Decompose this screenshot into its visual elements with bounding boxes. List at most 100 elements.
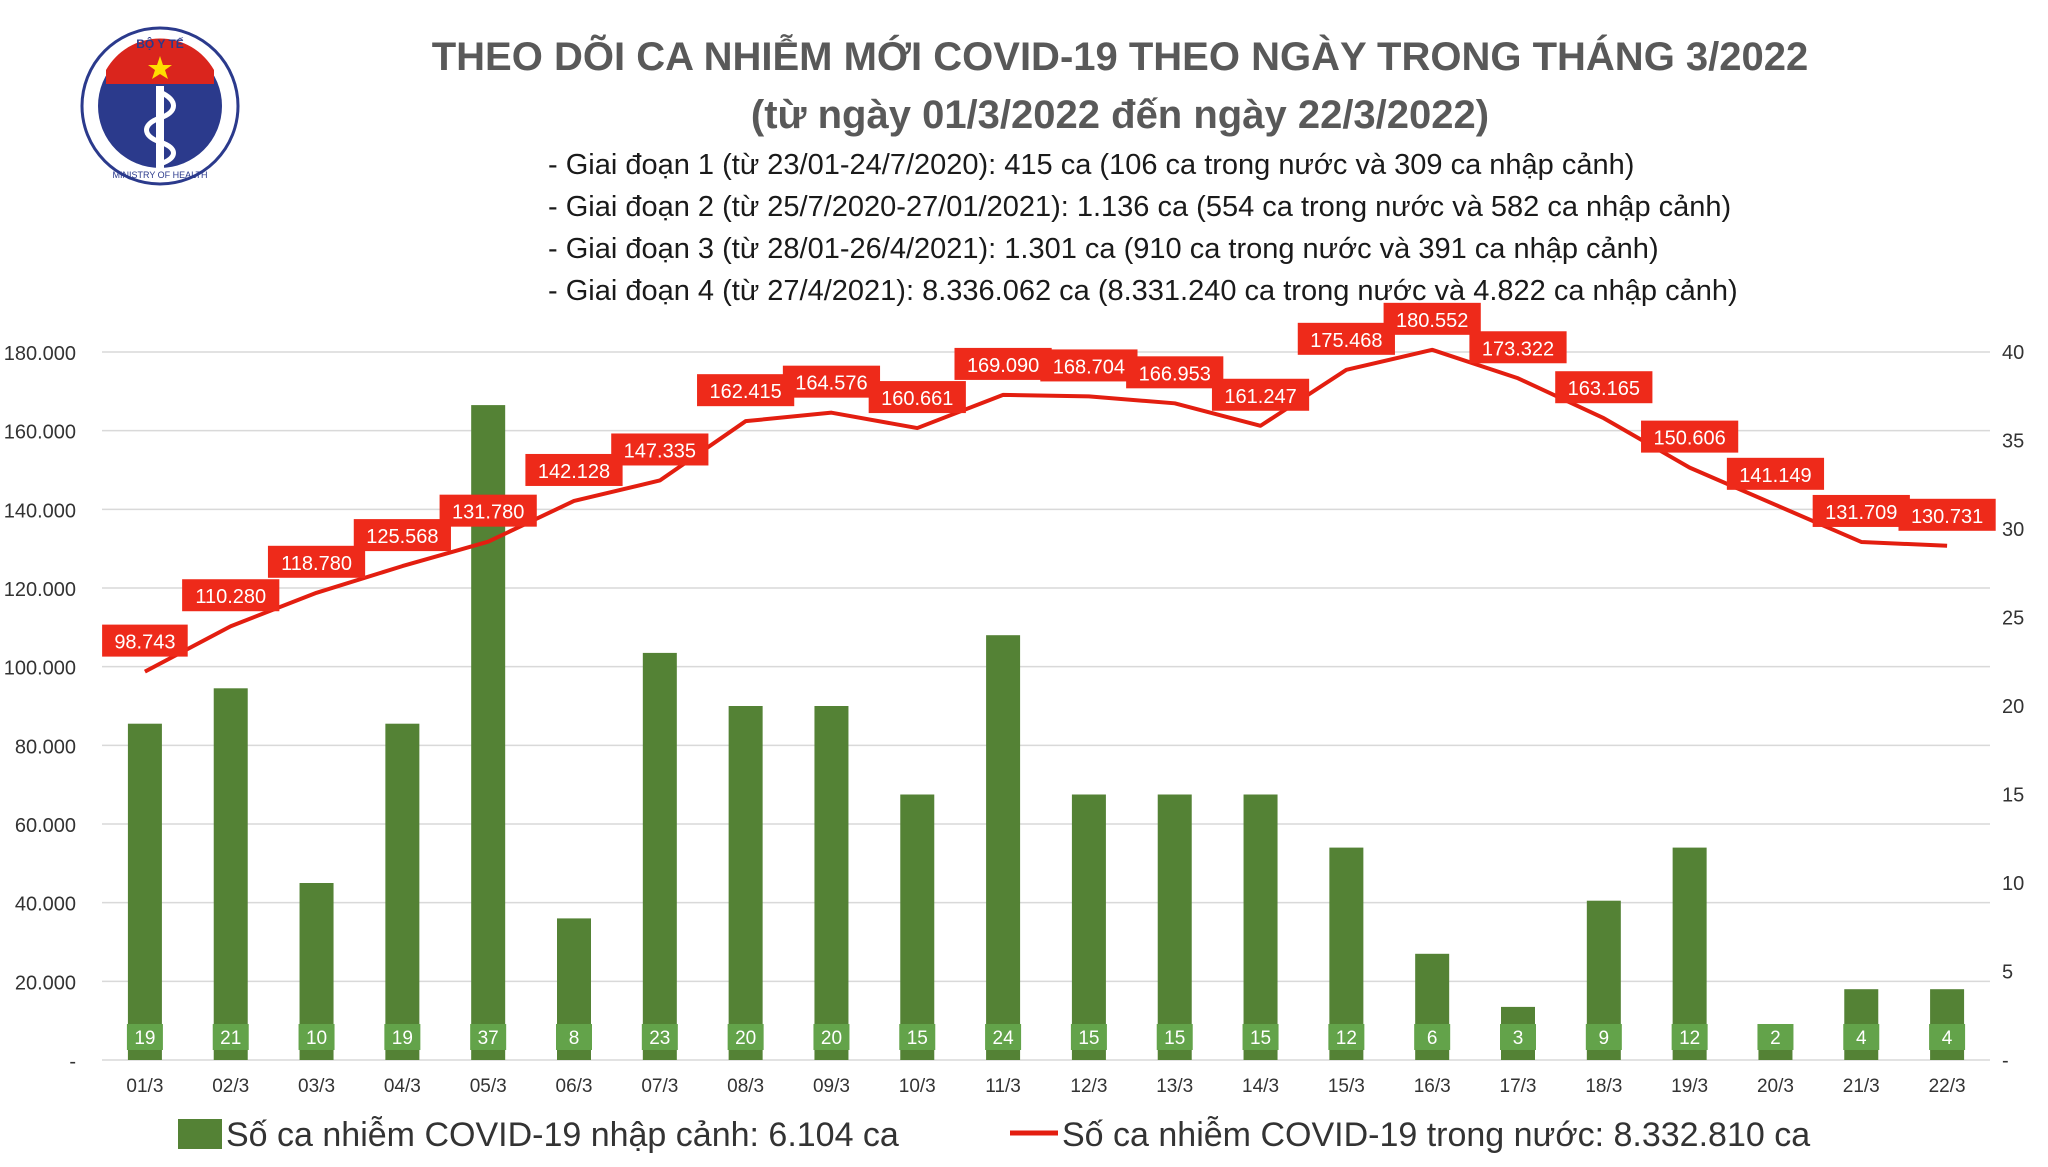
chart-title: THEO DÕI CA NHIỄM MỚI COVID-19 THEO NGÀY… [432, 33, 1809, 79]
y-left-tick-label: 80.000 [15, 736, 76, 758]
x-tick-label: 17/3 [1500, 1076, 1537, 1097]
line-label-box [1726, 457, 1825, 490]
bar-label-box [727, 1024, 764, 1050]
line-label-box [782, 365, 881, 398]
line-data-label: 175.468 [1310, 330, 1382, 352]
bar [1243, 794, 1278, 1060]
bar-data-label: 21 [220, 1028, 241, 1049]
x-tick-label: 22/3 [1929, 1076, 1966, 1097]
line-data-label: 169.090 [967, 355, 1039, 377]
line-series [143, 347, 1948, 674]
bar-label-box [1242, 1024, 1279, 1050]
x-tick-label: 02/3 [212, 1076, 249, 1097]
bar [385, 723, 420, 1060]
line-data-label: 166.953 [1139, 363, 1211, 385]
y-right-tick-label: 35 [2002, 431, 2024, 453]
y-right-tick-label: 10 [2002, 873, 2024, 895]
line-data-label: 164.576 [795, 373, 867, 395]
y-left-tick-label: 180.000 [4, 343, 76, 365]
line-labels: 98.743 110.280 118.780 125.568 131.780 142.12… [102, 302, 1996, 657]
bar-data-label: 10 [306, 1028, 327, 1049]
line-data-label: 118.780 [281, 553, 352, 575]
bar-series [127, 405, 1965, 1061]
phase-1: - Giai đoạn 1 (từ 23/01-24/7/2020): 415 … [548, 149, 1634, 181]
x-tick-label: 10/3 [899, 1076, 936, 1097]
phase-3: - Giai đoạn 3 (từ 28/01-26/4/2021): 1.30… [548, 233, 1659, 265]
line-data-label: 150.606 [1653, 428, 1725, 450]
bar-label-box [1671, 1024, 1708, 1050]
x-tick-label: 11/3 [985, 1076, 1021, 1097]
bar-data-label: 15 [1164, 1028, 1185, 1049]
y-left-tick-label: 160.000 [4, 422, 76, 444]
bar-data-label: 3 [1513, 1028, 1524, 1049]
x-tick-label: 09/3 [813, 1076, 850, 1097]
bar-label-box [1328, 1024, 1365, 1050]
line-label-box [697, 374, 795, 407]
x-axis: 01/3 02/3 03/3 04/3 05/3 06/3 07/3 08/3 09/3 10/3… [126, 1076, 1965, 1097]
y-right-tick-label: - [2002, 1050, 2009, 1072]
y-right-tick-label: 40 [2002, 342, 2024, 364]
phase-4: - Giai đoạn 4 (từ 27/4/2021): 8.336.062 … [548, 275, 1738, 307]
bar-data-label: 6 [1427, 1028, 1438, 1049]
y-left-tick-label: - [69, 1051, 76, 1073]
line-label-box [439, 494, 537, 527]
x-tick-label: 16/3 [1414, 1076, 1451, 1097]
line-label-box [1126, 356, 1224, 389]
x-tick-label: 19/3 [1671, 1076, 1708, 1097]
bar [728, 706, 763, 1060]
line-data-label: 173.322 [1482, 338, 1554, 360]
x-tick-label: 01/3 [126, 1076, 163, 1097]
line-label-box [1469, 331, 1567, 364]
logo-bottom-text: MINISTRY OF HEALTH [112, 170, 207, 180]
y-right-tick-label: 20 [2002, 696, 2024, 718]
line-label-box [1040, 349, 1138, 382]
x-tick-label: 13/3 [1156, 1076, 1193, 1097]
bar-data-label: 4 [1942, 1028, 1953, 1049]
x-tick-label: 05/3 [470, 1076, 507, 1097]
bar-label-box [556, 1024, 592, 1050]
line-data-label: 161.247 [1224, 386, 1296, 408]
bar [1157, 794, 1192, 1060]
bar-label-box [1414, 1024, 1451, 1050]
bar-label-box [985, 1024, 1022, 1050]
bar-data-label: 15 [1250, 1028, 1271, 1049]
line-label-box [353, 519, 451, 552]
line-label-box [1812, 494, 1910, 527]
x-tick-label: 07/3 [641, 1076, 678, 1097]
x-tick-label: 18/3 [1585, 1076, 1622, 1097]
line-data-label: 168.704 [1053, 356, 1125, 378]
bar-data-label: 12 [1679, 1028, 1700, 1049]
line-label-box [954, 347, 1052, 380]
line-data-label: 147.335 [624, 440, 696, 462]
bar-data-label: 37 [478, 1028, 499, 1049]
y-left-tick-label: 20.000 [15, 972, 76, 994]
y-right-tick-label: 25 [2002, 608, 2024, 630]
line-label-box [1297, 322, 1395, 355]
bar-data-label: 23 [649, 1028, 670, 1049]
legend-bar-label: Số ca nhiễm COVID-19 nhập cảnh: 6.104 ca [226, 1116, 899, 1154]
y-axis-right: - 5 10 15 20 25 30 35 40 [2002, 342, 2024, 1072]
line-data-label: 131.780 [452, 502, 524, 524]
bar-data-label: 12 [1336, 1028, 1357, 1049]
bar [1071, 794, 1106, 1060]
y-left-tick-label: 120.000 [4, 579, 76, 601]
line-label-box [267, 545, 366, 578]
bar-label-box [1070, 1024, 1107, 1050]
line-label-box [868, 381, 966, 414]
bar-label-box [1500, 1024, 1536, 1050]
line-data-label: 130.731 [1911, 506, 1983, 528]
x-tick-label: 15/3 [1328, 1076, 1365, 1097]
x-tick-label: 03/3 [298, 1076, 335, 1097]
line-label-box [611, 433, 709, 466]
bar-data-label: 24 [993, 1028, 1015, 1049]
bar-labels: 19 21 10 19 37 8 23 20 20 15 24 15 15 15 12 6 3 9 12 2 4 4 [126, 1024, 1966, 1050]
x-tick-label: 04/3 [384, 1076, 421, 1097]
legend-line-label: Số ca nhiễm COVID-19 trong nước: 8.332.8… [1062, 1116, 1810, 1154]
x-tick-label: 12/3 [1070, 1076, 1107, 1097]
line-data-label: 142.128 [538, 461, 610, 483]
line-label-box [1211, 378, 1310, 411]
line-data-label: 98.743 [114, 632, 175, 654]
bar-label-box [1156, 1024, 1193, 1050]
bar [900, 794, 935, 1060]
